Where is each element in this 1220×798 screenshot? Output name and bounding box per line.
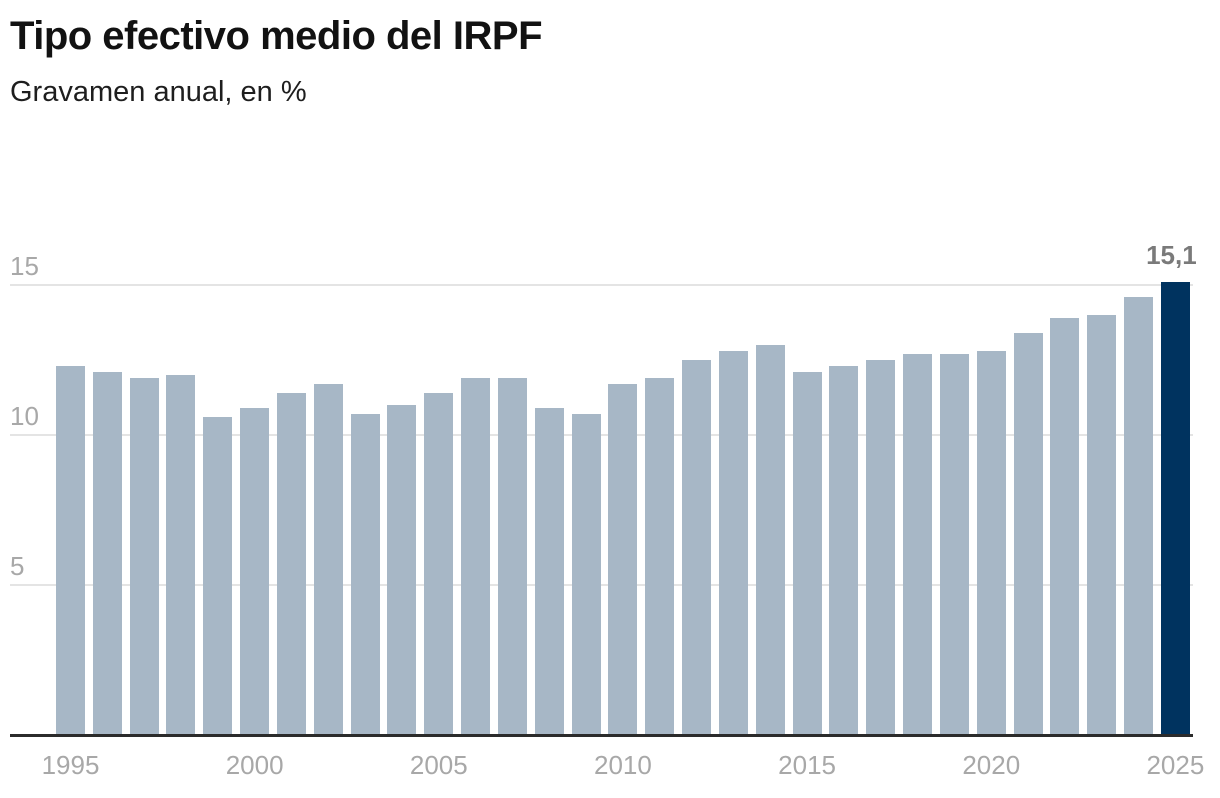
x-tick-label: 2005 <box>409 750 468 780</box>
bar-2022[interactable] <box>1050 318 1080 735</box>
bar-2025[interactable] <box>1160 282 1190 735</box>
chart-title: Tipo efectivo medio del IRPF <box>10 14 543 58</box>
gridline <box>10 584 1193 586</box>
x-tick-label: 1995 <box>41 750 100 780</box>
bar-2005[interactable] <box>424 393 454 735</box>
bar-2020[interactable] <box>976 351 1006 735</box>
bar-2013[interactable] <box>718 351 748 735</box>
bar-2019[interactable] <box>939 354 969 735</box>
bar-2014[interactable] <box>755 345 785 735</box>
gridline <box>10 284 1193 286</box>
chart-subtitle: Gravamen anual, en % <box>10 76 307 108</box>
bar-2007[interactable] <box>497 378 527 735</box>
x-tick-label: 2020 <box>962 750 1021 780</box>
bar-2004[interactable] <box>387 405 417 735</box>
bar-2003[interactable] <box>350 414 380 735</box>
y-tick-label: 10 <box>10 401 39 431</box>
bar-2024[interactable] <box>1124 297 1154 735</box>
value-annotation: 15,1 <box>1146 240 1197 270</box>
bar-1995[interactable] <box>56 366 85 735</box>
bar-2009[interactable] <box>571 414 601 735</box>
bar-2021[interactable] <box>1013 333 1043 735</box>
bar-2010[interactable] <box>608 384 638 735</box>
x-tick-label: 2010 <box>594 750 652 780</box>
bar-1998[interactable] <box>166 375 196 735</box>
x-tick-label: 2000 <box>225 750 284 780</box>
bar-1996[interactable] <box>92 372 122 735</box>
bar-2016[interactable] <box>829 366 859 735</box>
bar-2015[interactable] <box>792 372 822 735</box>
bar-2006[interactable] <box>461 378 491 735</box>
bar-1999[interactable] <box>203 417 233 735</box>
bar-2023[interactable] <box>1087 315 1117 735</box>
bar-2011[interactable] <box>645 378 675 735</box>
gridline <box>10 434 1193 436</box>
bar-2018[interactable] <box>903 354 933 735</box>
y-tick-label: 15 <box>10 251 39 281</box>
x-tick-label: 2025 <box>1146 750 1205 780</box>
bar-2002[interactable] <box>313 384 343 735</box>
bar-2000[interactable] <box>240 408 270 735</box>
bar-2008[interactable] <box>534 408 564 735</box>
bar-2012[interactable] <box>682 360 712 735</box>
y-tick-label: 5 <box>10 551 25 581</box>
bar-2001[interactable] <box>276 393 306 735</box>
bar-2017[interactable] <box>866 360 896 735</box>
bar-1997[interactable] <box>129 378 159 735</box>
x-tick-label: 2015 <box>778 750 837 780</box>
x-axis-line <box>10 734 1193 737</box>
